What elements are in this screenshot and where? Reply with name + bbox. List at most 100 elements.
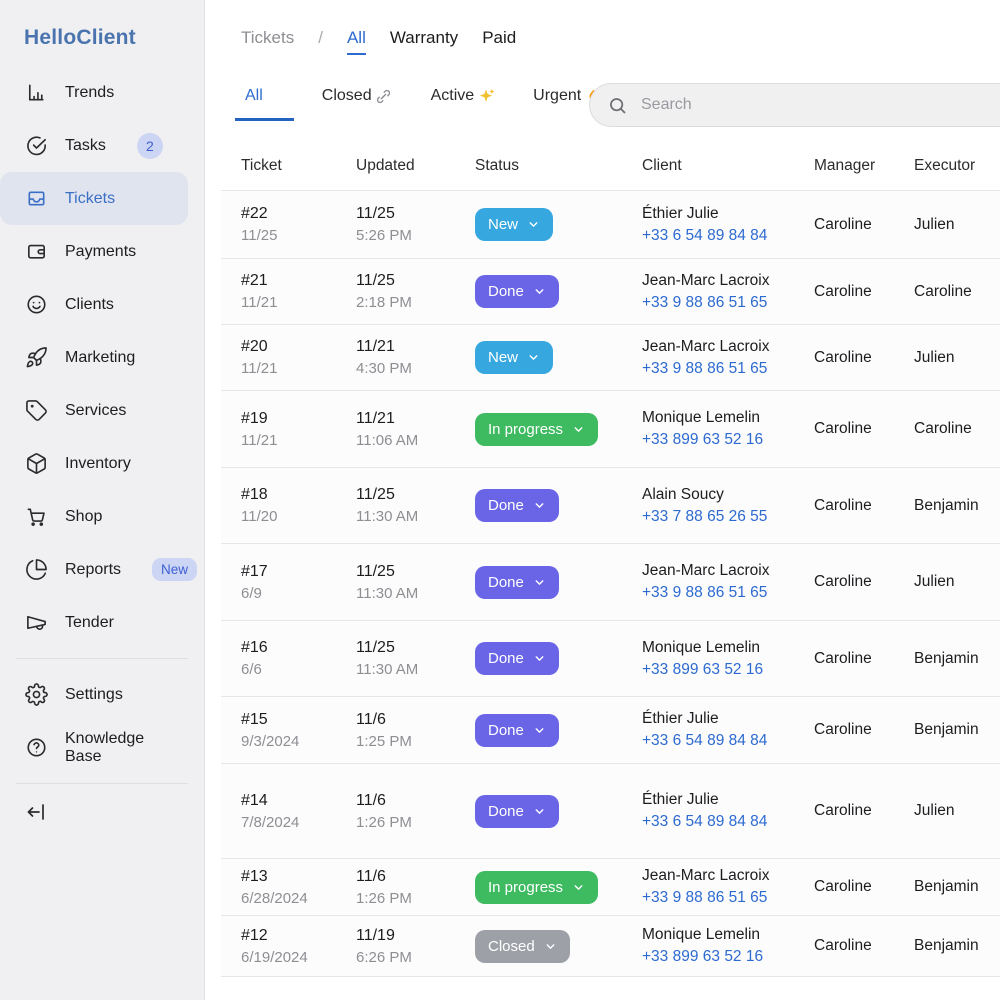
updated-cell: 11/25 11:30 AM bbox=[356, 486, 475, 525]
status-dropdown[interactable]: New bbox=[475, 341, 554, 374]
updated-cell: 11/21 4:30 PM bbox=[356, 338, 475, 377]
ticket-number: #21 bbox=[241, 272, 268, 289]
tickets-table: Ticket Updated Status Client Manager Exe… bbox=[221, 141, 1000, 977]
status-dropdown[interactable]: Done bbox=[475, 275, 559, 308]
table-row[interactable]: #14 7/8/2024 11/6 1:26 PM Done Éthier Ju… bbox=[221, 764, 1000, 859]
chevron-down-icon bbox=[533, 805, 546, 818]
client-phone-link[interactable]: +33 9 88 86 51 65 bbox=[642, 293, 768, 311]
status-dropdown[interactable]: Closed bbox=[475, 929, 570, 963]
sidebar-item-trends[interactable]: Trends bbox=[0, 66, 188, 119]
filter-tab-active[interactable]: Active bbox=[431, 87, 496, 121]
breadcrumb-root: Tickets bbox=[241, 28, 295, 47]
check-circle-icon bbox=[24, 134, 48, 158]
updated-time: 2:18 PM bbox=[356, 294, 412, 311]
sidebar-item-tickets[interactable]: Tickets bbox=[0, 172, 188, 225]
sidebar-item-inventory[interactable]: Inventory bbox=[0, 437, 188, 490]
manager-cell: Caroline bbox=[814, 721, 872, 738]
search-input[interactable] bbox=[639, 95, 1000, 115]
client-phone-link[interactable]: +33 6 54 89 84 84 bbox=[642, 732, 768, 749]
ticket-number: #12 bbox=[241, 926, 268, 944]
ticket-number: #13 bbox=[241, 867, 268, 885]
ticket-date: 11/21 bbox=[241, 294, 278, 311]
filter-tab-closed[interactable]: Closed bbox=[322, 87, 393, 121]
chevron-down-icon bbox=[527, 218, 540, 231]
ticket-cell: #15 9/3/2024 bbox=[241, 711, 356, 750]
ticket-cell: #20 11/21 bbox=[241, 338, 356, 377]
updated-date: 11/6 bbox=[356, 867, 386, 885]
table-row[interactable]: #21 11/21 11/25 2:18 PM Done Jean-Marc L… bbox=[221, 259, 1000, 325]
bar-chart-icon bbox=[24, 81, 48, 105]
sidebar-item-label: Tender bbox=[65, 613, 114, 631]
executor-cell: Caroline bbox=[914, 420, 972, 437]
chevron-down-icon bbox=[533, 576, 546, 589]
status-cell: In progress bbox=[475, 870, 642, 904]
client-phone-link[interactable]: +33 899 63 52 16 bbox=[642, 431, 764, 448]
client-phone-link[interactable]: +33 9 88 86 51 65 bbox=[642, 359, 768, 377]
updated-date: 11/25 bbox=[356, 272, 395, 289]
ticket-cell: #12 6/19/2024 bbox=[241, 927, 356, 966]
status-dropdown[interactable]: Done bbox=[475, 713, 559, 747]
client-phone-link[interactable]: +33 7 88 65 26 55 bbox=[642, 507, 768, 525]
status-dropdown[interactable]: Done bbox=[475, 565, 559, 599]
chevron-down-icon bbox=[572, 423, 585, 436]
client-phone-link[interactable]: +33 6 54 89 84 84 bbox=[642, 226, 768, 244]
status-dropdown[interactable]: Done bbox=[475, 794, 559, 828]
breadcrumb-view-paid[interactable]: Paid bbox=[482, 28, 517, 47]
table-row[interactable]: #17 6/9 11/25 11:30 AM Done Jean-Marc La… bbox=[221, 544, 1000, 621]
rocket-icon bbox=[24, 346, 48, 370]
client-name: Éthier Julie bbox=[642, 791, 719, 808]
breadcrumb-view-warranty[interactable]: Warranty bbox=[389, 28, 459, 47]
ticket-cell: #16 6/6 bbox=[241, 639, 356, 678]
sidebar-item-label: Tasks bbox=[65, 136, 106, 154]
sidebar-item-settings[interactable]: Settings bbox=[0, 668, 188, 721]
status-dropdown[interactable]: Done bbox=[475, 642, 559, 675]
sidebar-item-shop[interactable]: Shop bbox=[0, 490, 188, 543]
executor-cell: Benjamin bbox=[914, 496, 979, 514]
client-phone-link[interactable]: +33 6 54 89 84 84 bbox=[642, 813, 768, 830]
status-cell: Done bbox=[475, 642, 642, 675]
col-header-manager: Manager bbox=[814, 156, 876, 174]
table-row[interactable]: #22 11/25 11/25 5:26 PM New Éthier Julie… bbox=[221, 191, 1000, 259]
table-row[interactable]: #20 11/21 11/21 4:30 PM New Jean-Marc La… bbox=[221, 325, 1000, 391]
client-phone-link[interactable]: +33 899 63 52 16 bbox=[642, 660, 764, 678]
table-row[interactable]: #15 9/3/2024 11/6 1:25 PM Done Éthier Ju… bbox=[221, 697, 1000, 764]
table-row[interactable]: #16 6/6 11/25 11:30 AM Done Monique Leme… bbox=[221, 621, 1000, 697]
status-dropdown[interactable]: In progress bbox=[475, 870, 599, 904]
ticket-number: #15 bbox=[241, 710, 268, 728]
status-dropdown[interactable]: New bbox=[475, 208, 554, 241]
table-row[interactable]: #13 6/28/2024 11/6 1:26 PM In progress J… bbox=[221, 859, 1000, 916]
updated-time: 11:30 AM bbox=[356, 584, 419, 602]
sidebar-item-clients[interactable]: Clients bbox=[0, 278, 188, 331]
collapse-sidebar-button[interactable] bbox=[24, 800, 48, 824]
status-dropdown[interactable]: In progress bbox=[475, 412, 599, 446]
updated-date: 11/21 bbox=[356, 338, 395, 355]
client-name: Jean-Marc Lacroix bbox=[642, 562, 770, 579]
table-row[interactable]: #18 11/20 11/25 11:30 AM Done Alain Souc… bbox=[221, 468, 1000, 544]
executor-cell: Benjamin bbox=[914, 878, 979, 895]
executor-cell: Benjamin bbox=[914, 649, 979, 667]
sidebar-item-reports[interactable]: Reports New bbox=[0, 543, 198, 596]
sidebar-item-tender[interactable]: Tender bbox=[0, 596, 188, 649]
sidebar-item-marketing[interactable]: Marketing bbox=[0, 331, 188, 384]
status-cell: New bbox=[475, 208, 642, 241]
updated-time: 6:26 PM bbox=[356, 948, 412, 966]
ticket-date: 9/3/2024 bbox=[241, 732, 300, 750]
client-phone-link[interactable]: +33 9 88 86 51 65 bbox=[642, 584, 768, 601]
chevron-down-icon bbox=[533, 499, 546, 512]
table-row[interactable]: #12 6/19/2024 11/19 6:26 PM Closed Moniq… bbox=[221, 916, 1000, 977]
sidebar-item-tasks[interactable]: Tasks 2 bbox=[0, 119, 188, 172]
status-dropdown[interactable]: Done bbox=[475, 489, 559, 522]
sidebar-item-label: Knowledge Base bbox=[65, 729, 145, 765]
sidebar-item-knowledge-base[interactable]: Knowledge Base bbox=[0, 721, 188, 774]
updated-time: 11:30 AM bbox=[356, 508, 419, 525]
table-row[interactable]: #19 11/21 11/21 11:06 AM In progress Mon… bbox=[221, 391, 1000, 468]
updated-date: 11/25 bbox=[356, 639, 395, 656]
breadcrumb-view-all[interactable]: All bbox=[346, 28, 366, 55]
col-header-status: Status bbox=[475, 156, 519, 174]
sidebar-item-services[interactable]: Services bbox=[0, 384, 188, 437]
sidebar-item-label: Payments bbox=[65, 242, 137, 260]
filter-tab-all[interactable]: All bbox=[235, 87, 294, 121]
sidebar-item-payments[interactable]: Payments bbox=[0, 225, 188, 278]
client-phone-link[interactable]: +33 9 88 86 51 65 bbox=[642, 889, 768, 906]
client-phone-link[interactable]: +33 899 63 52 16 bbox=[642, 948, 764, 965]
